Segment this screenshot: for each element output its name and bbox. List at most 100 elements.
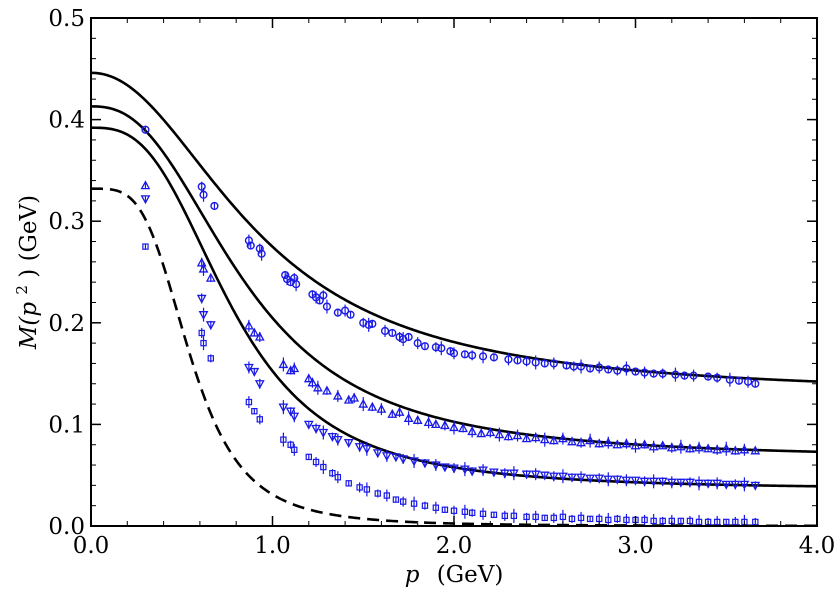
mass-1-point [141, 125, 150, 134]
mass-2-point [521, 433, 532, 443]
mass-2-point [376, 403, 387, 416]
mass-1-point [431, 342, 440, 353]
mass-4-point [532, 510, 539, 523]
mass-2-point [675, 439, 686, 454]
mass-3-point [278, 400, 289, 415]
mass-1-point [380, 324, 390, 337]
mass-2-point [703, 443, 713, 453]
mass-4-point [605, 512, 612, 526]
mass-4-point [392, 496, 400, 503]
mass-2-point [467, 425, 478, 438]
mass-4-point [345, 480, 352, 487]
mass-1-point [478, 349, 488, 364]
mass-1-point [689, 369, 698, 382]
mass-3-point [712, 477, 723, 490]
mass-3-point [303, 420, 314, 430]
mass-3-point [332, 433, 343, 446]
mass-3-point [721, 480, 732, 490]
mass-4-point [207, 354, 214, 363]
mass-3-point [467, 467, 478, 477]
mass-4-point [291, 443, 298, 456]
mass-1-point [341, 304, 350, 317]
mass-3-point [621, 474, 632, 487]
mass-2-point [630, 438, 641, 453]
mass-3-point [409, 453, 419, 468]
mass-2-point [539, 432, 550, 447]
mass-2-point [657, 440, 668, 450]
mass-4-point [142, 243, 149, 250]
mass-3-point [612, 475, 623, 485]
mass-3-point [539, 471, 550, 481]
mass-2-point [430, 419, 441, 429]
x-axis-variable: p [405, 562, 420, 588]
y-tick-label: 0.4 [48, 108, 85, 134]
mass-3-point [603, 472, 614, 487]
mass-4-point [723, 518, 730, 526]
mass-4-point [441, 506, 449, 513]
mass-1-point [549, 357, 558, 370]
mass-3-point [558, 469, 568, 484]
mass-3-point [361, 441, 372, 456]
mass-1-point [449, 347, 459, 360]
mass-1-point [725, 372, 734, 387]
mass-3-point [198, 307, 209, 322]
mass-4-point [577, 511, 585, 524]
mass-3-point [639, 476, 650, 487]
mass-2-point [730, 445, 741, 455]
fit-1-curve [91, 71, 817, 383]
mass-4-point [501, 510, 509, 521]
y-tick-label: 0.1 [48, 412, 85, 438]
mass-4-point [695, 514, 703, 526]
mass-2-point [612, 439, 623, 449]
mass-3-point [576, 471, 586, 484]
mass-1-point [713, 372, 722, 383]
mass-4-point [421, 501, 429, 510]
mass-1-point [622, 361, 631, 376]
mass-2-point [567, 436, 577, 446]
mass-4-point [450, 505, 458, 516]
mass-4-point [550, 512, 558, 523]
mass-2-point [485, 427, 496, 438]
mass-3-point [730, 479, 741, 490]
mass-3-point [381, 449, 392, 462]
mass-1-point [734, 376, 744, 385]
mass-1-point [319, 290, 328, 301]
mass-3-point [391, 453, 401, 463]
mass-4-point [479, 507, 487, 520]
mass-3-point [205, 320, 216, 331]
mass-3-point [657, 477, 668, 487]
mass-1-point [210, 201, 219, 211]
mass-4-point [305, 453, 313, 461]
mass-4-point [641, 514, 648, 525]
mass-2-point [394, 406, 405, 418]
mass-2-point [639, 439, 650, 449]
mass-1-point [346, 310, 355, 319]
mass-2-point [358, 397, 369, 412]
mass-2-point [244, 319, 254, 332]
mass-2-point [423, 416, 434, 429]
mass-1-point [291, 277, 301, 292]
mass-2-point [205, 272, 216, 283]
mass-3-point [594, 473, 605, 484]
mass-1-point [540, 359, 549, 368]
mass-4-point [200, 336, 207, 351]
mass-4-point [363, 482, 371, 497]
mass-3-point [703, 479, 713, 489]
mass-3-point [666, 476, 677, 489]
mass-1-point [437, 341, 446, 356]
mass-2-point [721, 441, 732, 456]
mass-2-point [694, 441, 704, 454]
mass-3-point [509, 466, 519, 481]
mass-2-point [387, 408, 398, 418]
mass-2-point [307, 377, 318, 388]
mass-4-point [490, 511, 498, 519]
mass-4-point [523, 512, 530, 521]
mass-4-point [468, 508, 476, 517]
mass-2-point [685, 443, 695, 453]
mass-4-point [198, 327, 205, 338]
mass-1-point [199, 187, 208, 202]
y-axis-title: M(p 2 ) (GeV) [7, 195, 42, 350]
mass-2-point [512, 429, 523, 442]
y-tick-label: 0.2 [48, 311, 85, 337]
